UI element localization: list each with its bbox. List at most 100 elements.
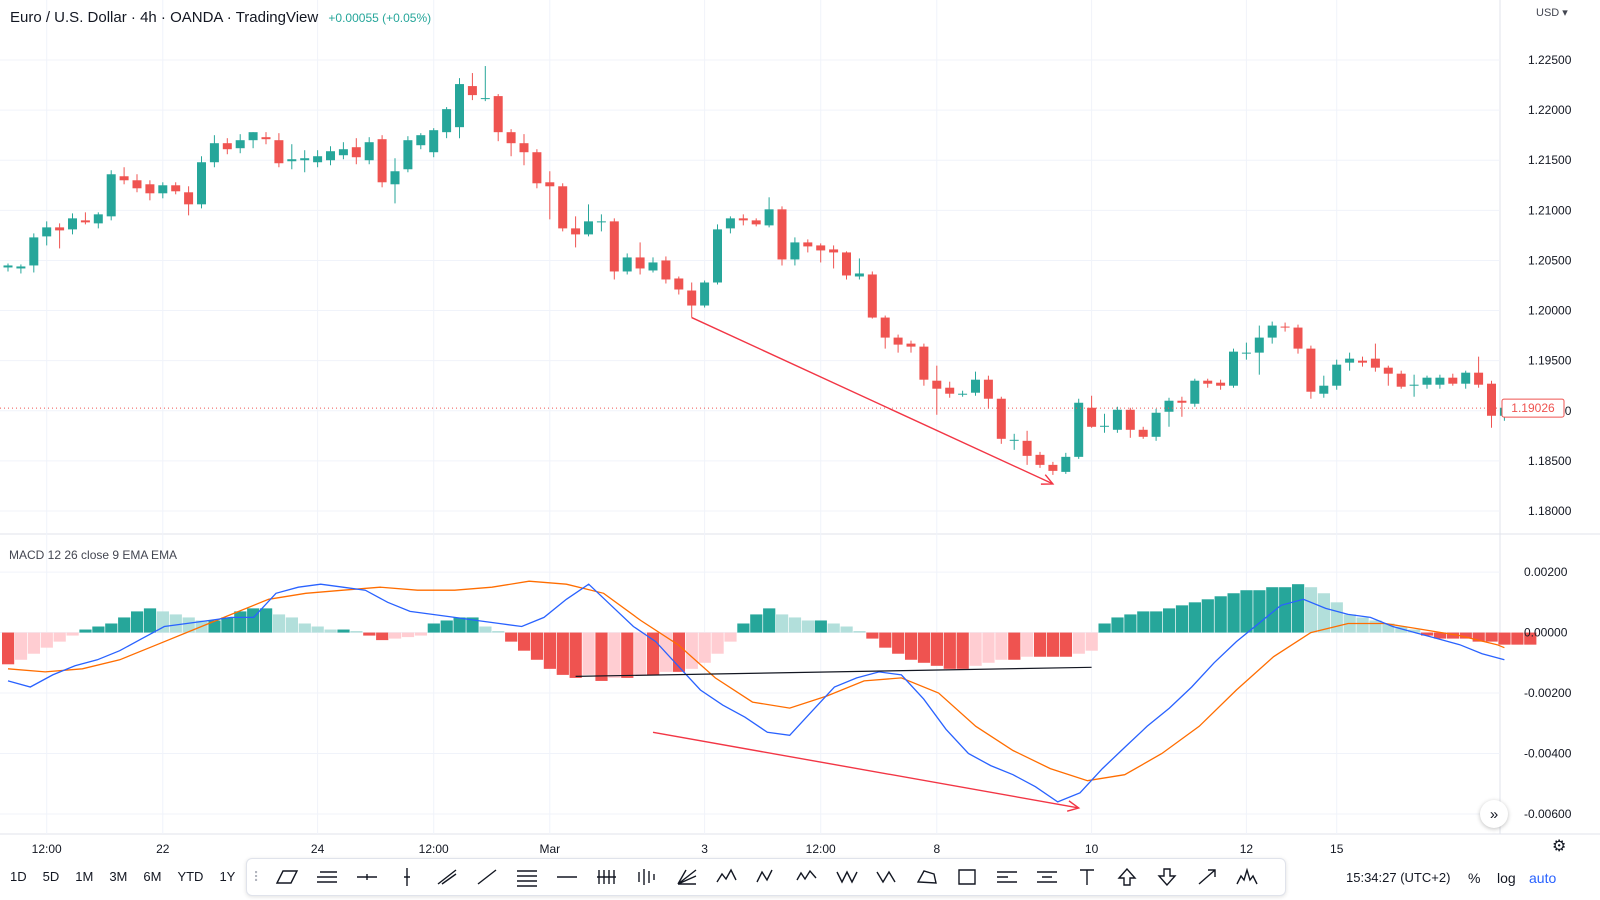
histogram-bar — [92, 626, 105, 633]
histogram-bar — [401, 632, 415, 638]
candle-body — [416, 135, 426, 146]
candle-body — [403, 140, 413, 170]
currency-selector[interactable]: USD ▾ — [1536, 7, 1568, 19]
price-change: +0.00055 (+0.05%) — [328, 11, 432, 25]
parallel-channel-icon[interactable] — [267, 861, 307, 893]
histogram-bar — [724, 632, 737, 642]
abcd-pattern-icon[interactable] — [747, 861, 787, 893]
histogram-bar — [1459, 632, 1472, 639]
histogram-bar — [1266, 587, 1279, 633]
elliott-impulse-icon[interactable] — [707, 861, 747, 893]
fib-retracement-icon[interactable] — [507, 861, 547, 893]
histogram-bar — [582, 632, 595, 675]
horizontal-ray-icon[interactable] — [307, 861, 347, 893]
histogram-bar — [1485, 632, 1498, 642]
time-tick-label: 12:00 — [419, 842, 449, 856]
histogram-bar — [453, 617, 466, 633]
histogram-bar — [569, 632, 582, 678]
projection-icon[interactable] — [987, 861, 1027, 893]
histogram-bar — [350, 631, 363, 633]
horizontal-line-icon[interactable] — [347, 861, 387, 893]
histogram-bar — [1008, 632, 1021, 660]
log-scale-button[interactable]: log — [1497, 870, 1516, 886]
gear-icon[interactable]: ⚙ — [1552, 838, 1567, 855]
candle-body — [145, 184, 155, 194]
arrow-icon[interactable] — [1187, 861, 1227, 893]
gann-fan-icon[interactable] — [667, 861, 707, 893]
candle-body — [932, 380, 942, 389]
head-shoulders-icon[interactable] — [1227, 861, 1267, 893]
price-tick-label: 1.21000 — [1528, 203, 1572, 217]
tf-1d[interactable]: 1D — [10, 868, 27, 884]
scroll-to-realtime-icon[interactable]: » — [1480, 800, 1508, 828]
tf-6m[interactable]: 6M — [143, 868, 162, 884]
histogram-bar — [1188, 602, 1201, 633]
cross-line-icon[interactable] — [427, 861, 467, 893]
macd-tick-label: 0.00000 — [1524, 626, 1568, 640]
symbol-name[interactable]: Euro / U.S. Dollar — [10, 9, 127, 26]
candle-body — [803, 242, 813, 247]
interval[interactable]: 4h — [140, 9, 157, 26]
macd-trendline — [575, 666, 1092, 677]
histogram-bar — [1046, 632, 1060, 657]
candle-body — [16, 266, 26, 269]
candle-body — [1396, 373, 1406, 387]
tf-1y[interactable]: 1Y — [219, 868, 236, 884]
date-range-icon[interactable] — [1027, 861, 1067, 893]
histogram-bar — [892, 632, 905, 654]
candle-body — [1100, 425, 1109, 427]
candle-body — [68, 218, 77, 230]
ray-icon[interactable] — [547, 861, 587, 893]
triangle-pattern-icon[interactable] — [907, 861, 947, 893]
clock[interactable]: 15:34:27 (UTC+2) — [1346, 870, 1451, 885]
histogram-bar — [260, 608, 273, 633]
candle-body — [661, 260, 671, 280]
arrow-up-icon[interactable] — [1107, 861, 1147, 893]
candle-body — [480, 98, 490, 100]
macd-legend[interactable]: MACD 12 26 close 9 EMA EMA — [9, 548, 178, 562]
elliott-wxy-icon[interactable] — [867, 861, 907, 893]
percent-scale-button[interactable]: % — [1468, 870, 1481, 886]
tf-ytd[interactable]: YTD — [177, 868, 204, 884]
histogram-bar — [247, 608, 260, 633]
candle-body — [1254, 337, 1264, 353]
histogram-bar — [1021, 632, 1034, 657]
annotations[interactable] — [0, 316, 1500, 812]
histogram-bar — [634, 632, 647, 675]
histogram-bar — [969, 632, 982, 666]
histogram-bar — [672, 632, 685, 672]
histogram-bar — [182, 617, 195, 633]
tf-5d[interactable]: 5D — [42, 868, 60, 884]
histogram-bar — [118, 617, 131, 633]
histogram-bar — [1421, 632, 1434, 636]
auto-scale-button[interactable]: auto — [1529, 870, 1557, 886]
price-axes[interactable]: 1.22500 1.22000 1.21500 1.21000 1.20500 1.200… — [32, 53, 1572, 856]
trend-line-icon[interactable] — [467, 861, 507, 893]
candle-body — [93, 214, 103, 224]
candle-body — [80, 220, 90, 223]
tf-1m[interactable]: 1M — [75, 868, 94, 884]
pitchfork-icon[interactable] — [587, 861, 627, 893]
histogram-bar — [1304, 587, 1318, 633]
histogram-bar — [827, 623, 840, 633]
price-trend-arrow — [691, 316, 1054, 485]
macd-tick-label: -0.00400 — [1524, 746, 1572, 760]
long-position-icon[interactable] — [627, 861, 667, 893]
elliott-abcde-icon[interactable] — [787, 861, 827, 893]
drag-handle-icon[interactable]: ⠇ — [253, 868, 264, 885]
candle-body — [1332, 364, 1342, 386]
histogram-bar — [763, 608, 776, 633]
histogram-bar — [1098, 623, 1111, 633]
text-icon[interactable] — [1067, 861, 1107, 893]
histogram-bar — [840, 626, 853, 633]
last-price-label: 1.19026 — [1511, 401, 1555, 415]
arrow-down-icon[interactable] — [1147, 861, 1187, 893]
candle-body — [1345, 358, 1355, 363]
histogram-bar — [27, 632, 40, 654]
rectangle-icon[interactable] — [947, 861, 987, 893]
vertical-line-icon[interactable] — [387, 861, 427, 893]
xabcd-pattern-icon[interactable] — [827, 861, 867, 893]
tf-3m[interactable]: 3M — [109, 868, 128, 884]
macd-tick-label: -0.00200 — [1524, 686, 1572, 700]
